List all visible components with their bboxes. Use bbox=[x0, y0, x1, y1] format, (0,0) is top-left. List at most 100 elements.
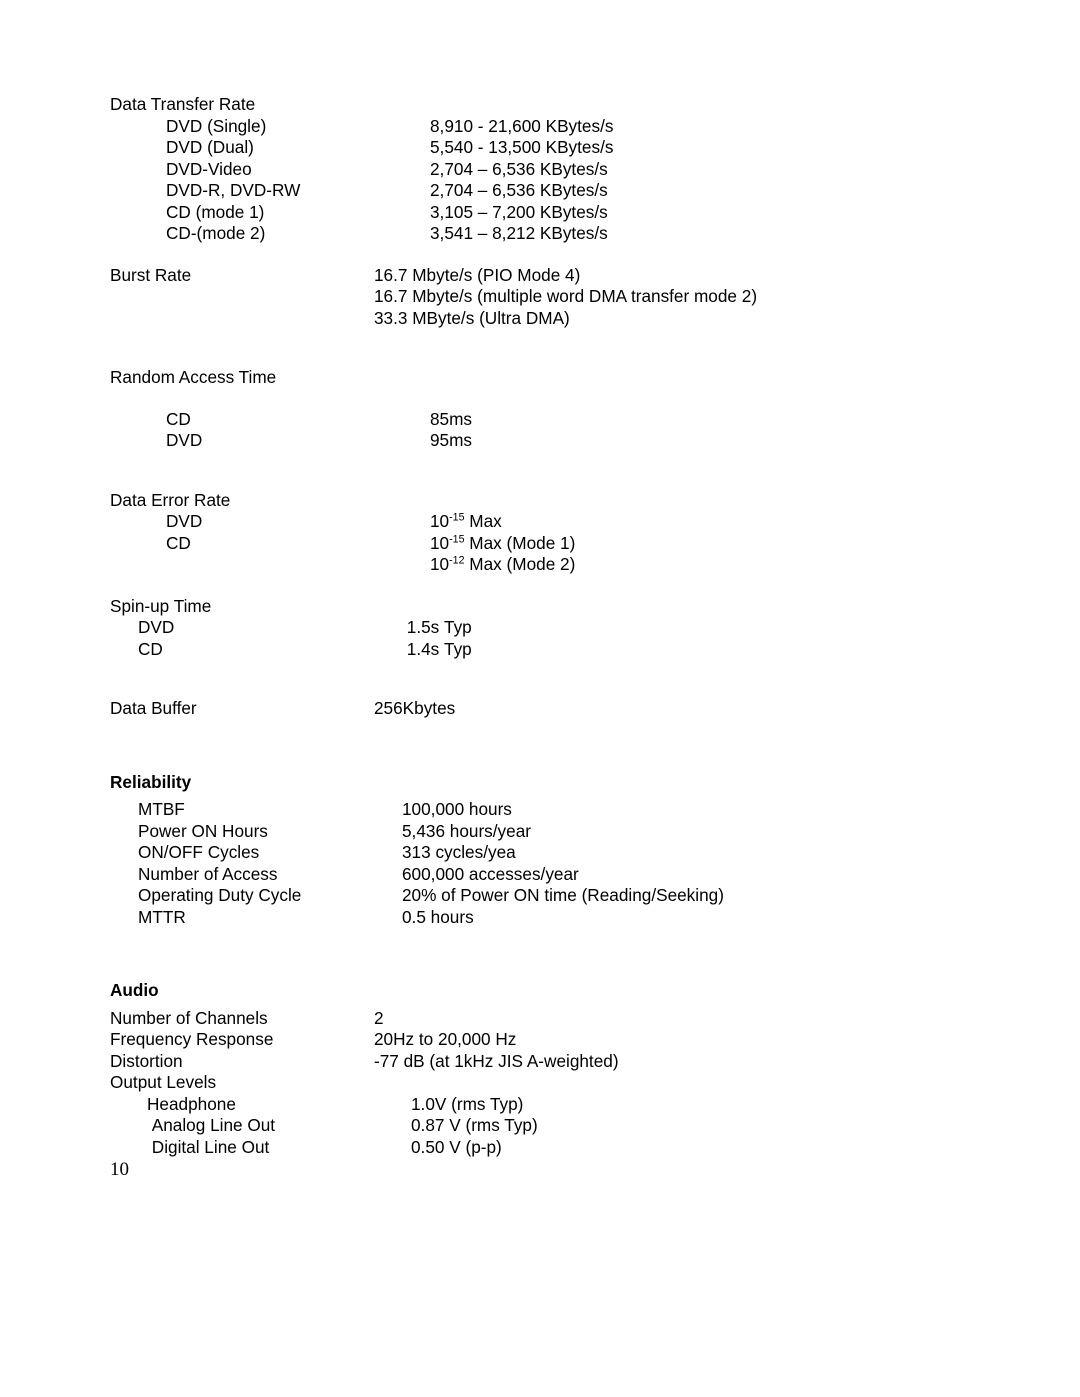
spec-label: ON/OFF Cycles bbox=[110, 842, 402, 864]
spec-row: ON/OFF Cycles313 cycles/yea bbox=[110, 842, 970, 864]
burst-rate-row: Burst Rate 16.7 Mbyte/s (PIO Mode 4) 16.… bbox=[110, 265, 970, 330]
heading-random-access-time: Random Access Time bbox=[110, 367, 970, 389]
spec-value: 2 bbox=[374, 1008, 970, 1030]
data-error-rate-rows: DVD10-15 MaxCD10-15 Max (Mode 1)10-12 Ma… bbox=[110, 511, 970, 576]
spec-label: Power ON Hours bbox=[110, 821, 402, 843]
spec-label: DVD bbox=[110, 430, 430, 452]
spec-row: Frequency Response20Hz to 20,000 Hz bbox=[110, 1029, 970, 1051]
spec-label: DVD-R, DVD-RW bbox=[110, 180, 430, 202]
reliability-rows: MTBF100,000 hoursPower ON Hours5,436 hou… bbox=[110, 799, 970, 928]
spec-value: 20% of Power ON time (Reading/Seeking) bbox=[402, 885, 970, 907]
spec-label: CD bbox=[110, 639, 402, 661]
audio-top-rows: Number of Channels2Frequency Response20H… bbox=[110, 1008, 970, 1073]
spec-row: CD10-15 Max (Mode 1) bbox=[110, 533, 970, 555]
burst-rate-value: 33.3 MByte/s (Ultra DMA) bbox=[374, 308, 970, 330]
spec-row: DVD-R, DVD-RW2,704 – 6,536 KBytes/s bbox=[110, 180, 970, 202]
spin-up-time-rows: DVD 1.5s TypCD 1.4s Typ bbox=[110, 617, 970, 660]
spec-row: DVD (Dual)5,540 - 13,500 KBytes/s bbox=[110, 137, 970, 159]
burst-rate-value: 16.7 Mbyte/s (PIO Mode 4) bbox=[374, 265, 970, 287]
spec-value: 1.4s Typ bbox=[402, 639, 970, 661]
heading-label: Reliability bbox=[110, 772, 374, 794]
spec-page: Data Transfer Rate DVD (Single)8,910 - 2… bbox=[0, 0, 1080, 1397]
spec-value: 0.87 V (rms Typ) bbox=[411, 1115, 970, 1137]
spec-value: 100,000 hours bbox=[402, 799, 970, 821]
spec-row: Digital Line Out0.50 V (p-p) bbox=[110, 1137, 970, 1159]
heading-spin-up-time: Spin-up Time bbox=[110, 596, 970, 618]
spec-row: Operating Duty Cycle20% of Power ON time… bbox=[110, 885, 970, 907]
spec-value: 1.0V (rms Typ) bbox=[411, 1094, 970, 1116]
data-transfer-rate-rows: DVD (Single)8,910 - 21,600 KBytes/sDVD (… bbox=[110, 116, 970, 245]
spec-row: Headphone1.0V (rms Typ) bbox=[110, 1094, 970, 1116]
spec-row: MTTR0.5 hours bbox=[110, 907, 970, 929]
spec-row: CD-(mode 2)3,541 – 8,212 KBytes/s bbox=[110, 223, 970, 245]
spec-label: CD (mode 1) bbox=[110, 202, 430, 224]
spec-value: 0.50 V (p-p) bbox=[411, 1137, 970, 1159]
spec-value: 3,541 – 8,212 KBytes/s bbox=[430, 223, 970, 245]
heading-data-transfer-rate: Data Transfer Rate bbox=[110, 94, 970, 116]
random-access-time-rows: CD85msDVD95ms bbox=[110, 409, 970, 452]
spec-label: Digital Line Out bbox=[110, 1137, 411, 1159]
spec-value: 10-15 Max (Mode 1) bbox=[430, 533, 970, 555]
output-levels-row: Output Levels bbox=[110, 1072, 970, 1094]
spec-label: Analog Line Out bbox=[110, 1115, 411, 1137]
spec-value: 600,000 accesses/year bbox=[402, 864, 970, 886]
heading-audio: Audio bbox=[110, 980, 970, 1002]
spec-row: DVD10-15 Max bbox=[110, 511, 970, 533]
spec-row: 10-12 Max (Mode 2) bbox=[110, 554, 970, 576]
heading-label: Spin-up Time bbox=[110, 596, 374, 618]
spec-value: 0.5 hours bbox=[402, 907, 970, 929]
spec-value: -77 dB (at 1kHz JIS A-weighted) bbox=[374, 1051, 970, 1073]
spec-label: MTBF bbox=[110, 799, 402, 821]
spec-row: CD 1.4s Typ bbox=[110, 639, 970, 661]
spec-row: DVD95ms bbox=[110, 430, 970, 452]
spec-row: Power ON Hours5,436 hours/year bbox=[110, 821, 970, 843]
burst-rate-label: Burst Rate bbox=[110, 265, 374, 330]
spec-label: Distortion bbox=[110, 1051, 374, 1073]
data-buffer-row: Data Buffer 256Kbytes bbox=[110, 698, 970, 720]
spec-value: 2,704 – 6,536 KBytes/s bbox=[430, 159, 970, 181]
spec-row: Distortion-77 dB (at 1kHz JIS A-weighted… bbox=[110, 1051, 970, 1073]
spec-value: 85ms bbox=[430, 409, 970, 431]
heading-label: Data Error Rate bbox=[110, 490, 374, 512]
data-buffer-value: 256Kbytes bbox=[374, 698, 970, 720]
spec-label: MTTR bbox=[110, 907, 402, 929]
spec-label: Number of Channels bbox=[110, 1008, 374, 1030]
spec-row: CD (mode 1)3,105 – 7,200 KBytes/s bbox=[110, 202, 970, 224]
burst-rate-value: 16.7 Mbyte/s (multiple word DMA transfer… bbox=[374, 286, 970, 308]
spec-value: 5,436 hours/year bbox=[402, 821, 970, 843]
spec-value: 8,910 - 21,600 KBytes/s bbox=[430, 116, 970, 138]
spec-label: DVD bbox=[110, 511, 430, 533]
spec-label: Number of Access bbox=[110, 864, 402, 886]
spec-value: 95ms bbox=[430, 430, 970, 452]
spec-label: Operating Duty Cycle bbox=[110, 885, 402, 907]
spec-label: DVD (Single) bbox=[110, 116, 430, 138]
spec-value: 313 cycles/yea bbox=[402, 842, 970, 864]
spec-label: CD-(mode 2) bbox=[110, 223, 430, 245]
spec-row: CD85ms bbox=[110, 409, 970, 431]
spec-label: Headphone bbox=[110, 1094, 411, 1116]
spec-label: DVD (Dual) bbox=[110, 137, 430, 159]
spec-label: DVD-Video bbox=[110, 159, 430, 181]
heading-label: Random Access Time bbox=[110, 367, 374, 389]
spec-row: DVD 1.5s Typ bbox=[110, 617, 970, 639]
spec-label: Frequency Response bbox=[110, 1029, 374, 1051]
spec-value: 20Hz to 20,000 Hz bbox=[374, 1029, 970, 1051]
heading-label: Audio bbox=[110, 980, 374, 1002]
heading-label: Data Transfer Rate bbox=[110, 94, 374, 116]
spec-label: CD bbox=[110, 533, 430, 555]
burst-rate-values: 16.7 Mbyte/s (PIO Mode 4) 16.7 Mbyte/s (… bbox=[374, 265, 970, 330]
spec-row: DVD (Single)8,910 - 21,600 KBytes/s bbox=[110, 116, 970, 138]
spec-label: CD bbox=[110, 409, 430, 431]
spec-value: 10-12 Max (Mode 2) bbox=[430, 554, 970, 576]
output-levels-label: Output Levels bbox=[110, 1072, 374, 1094]
spec-value: 5,540 - 13,500 KBytes/s bbox=[430, 137, 970, 159]
spec-value: 1.5s Typ bbox=[402, 617, 970, 639]
data-buffer-label: Data Buffer bbox=[110, 698, 374, 720]
heading-data-error-rate: Data Error Rate bbox=[110, 490, 970, 512]
spec-label: DVD bbox=[110, 617, 402, 639]
spec-value: 10-15 Max bbox=[430, 511, 970, 533]
spec-value: 3,105 – 7,200 KBytes/s bbox=[430, 202, 970, 224]
audio-output-rows: Headphone1.0V (rms Typ) Analog Line Out0… bbox=[110, 1094, 970, 1159]
spec-label bbox=[110, 554, 430, 576]
spec-value: 2,704 – 6,536 KBytes/s bbox=[430, 180, 970, 202]
